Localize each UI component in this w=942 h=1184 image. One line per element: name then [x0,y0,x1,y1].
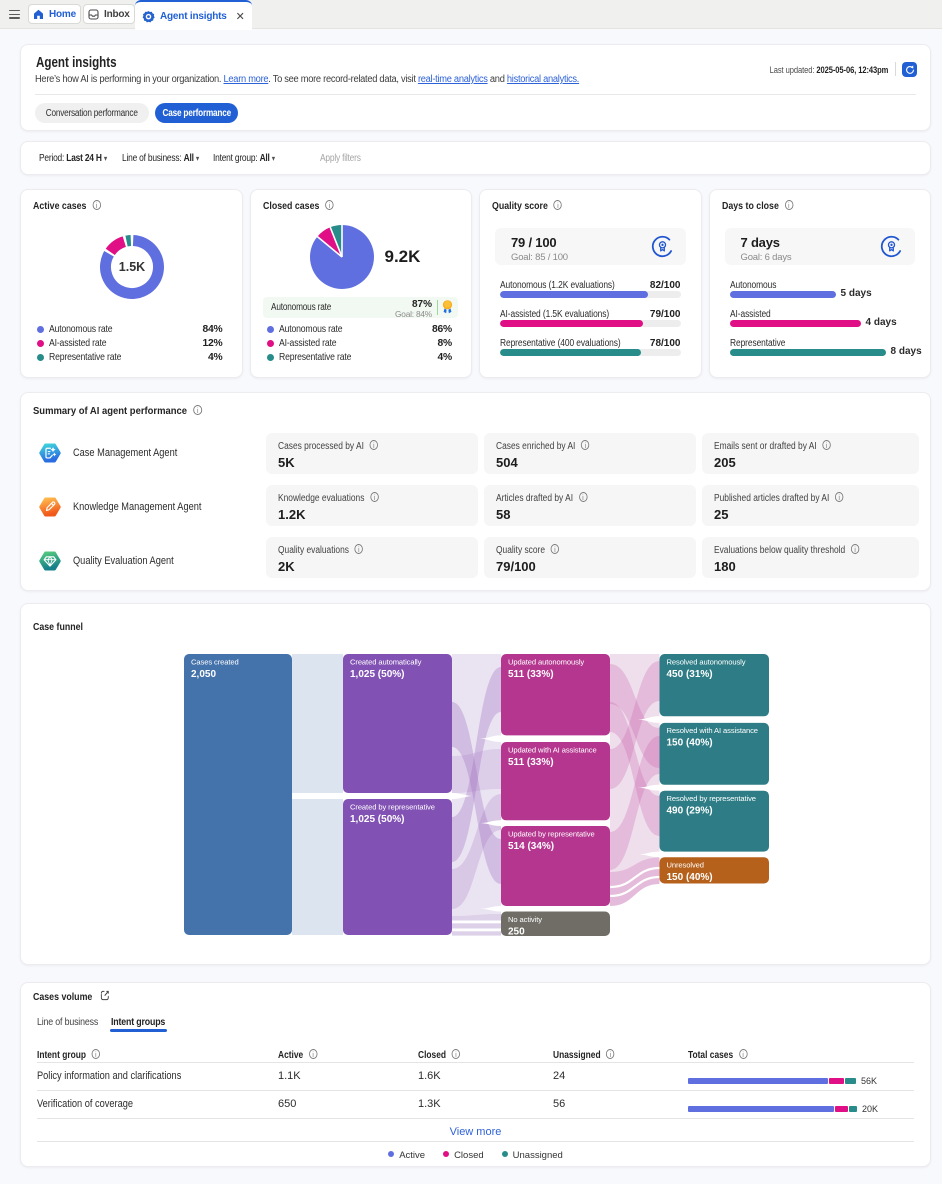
svg-text:Resolved with AI assistance: Resolved with AI assistance [667,726,758,735]
svg-text:511 (33%): 511 (33%) [508,669,554,680]
svg-text:Created automatically: Created automatically [350,657,422,666]
svg-text:No activity: No activity [508,915,542,924]
svg-text:150 (40%): 150 (40%) [667,872,713,883]
svg-text:2,050: 2,050 [191,669,216,680]
svg-text:1,025 (50%): 1,025 (50%) [350,669,404,680]
svg-text:Resolved by representative: Resolved by representative [667,794,756,803]
svg-text:Updated autonomously: Updated autonomously [508,657,584,666]
svg-text:250: 250 [508,926,525,937]
svg-text:Unresolved: Unresolved [667,861,704,870]
svg-text:514 (34%): 514 (34%) [508,841,554,852]
svg-text:150 (40%): 150 (40%) [667,738,713,749]
svg-text:1,025 (50%): 1,025 (50%) [350,814,404,825]
svg-text:Updated by representative: Updated by representative [508,829,595,838]
svg-text:511 (33%): 511 (33%) [508,757,554,768]
svg-text:Cases created: Cases created [191,657,239,666]
svg-text:Updated with AI assistance: Updated with AI assistance [508,745,597,754]
svg-text:Created by representative: Created by representative [350,802,435,811]
svg-text:Resolved autonomously: Resolved autonomously [667,657,746,666]
svg-text:450 (31%): 450 (31%) [667,669,713,680]
svg-text:490 (29%): 490 (29%) [667,806,713,817]
